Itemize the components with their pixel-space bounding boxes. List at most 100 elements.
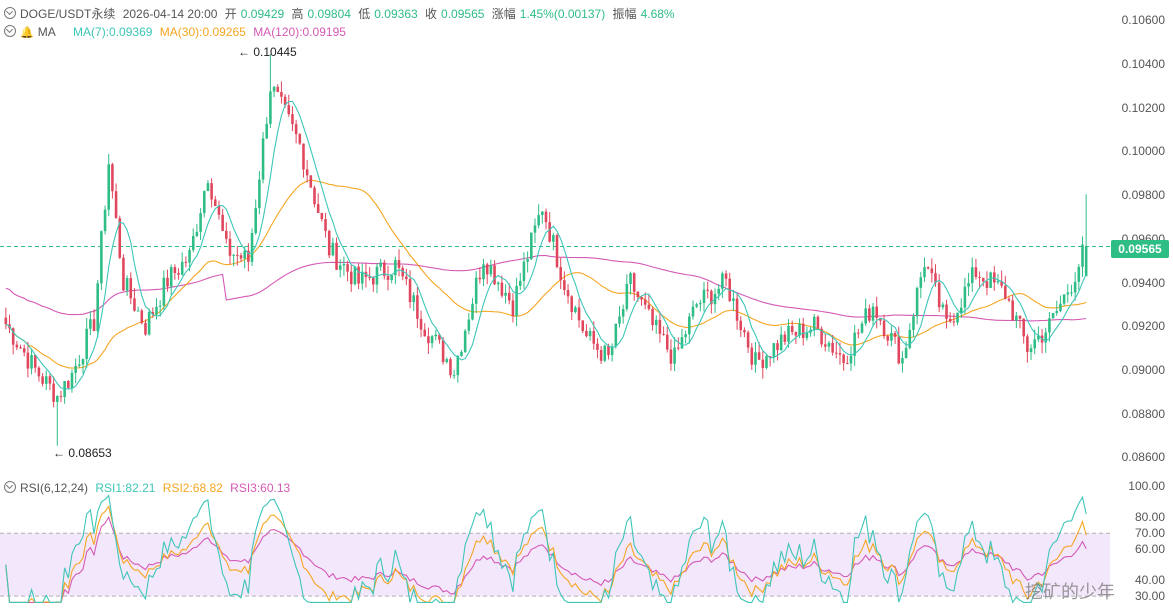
candle-body <box>717 288 720 294</box>
candle-body <box>754 352 757 365</box>
candle-body <box>816 316 820 329</box>
candle-body <box>746 332 750 348</box>
open-label: 开 <box>224 7 237 21</box>
candle-body <box>993 272 996 283</box>
candle-body <box>522 261 526 281</box>
candle-body <box>353 266 357 285</box>
candle-body <box>831 342 834 353</box>
candle-body <box>757 352 761 360</box>
candle-body <box>530 232 533 260</box>
candle-body <box>563 280 566 291</box>
candle-body <box>798 323 801 336</box>
candle-body <box>44 376 48 384</box>
candle-body <box>26 352 30 369</box>
candle-body <box>555 235 559 268</box>
open-value: 0.09429 <box>240 7 285 21</box>
candle-body <box>100 231 103 284</box>
rsi-tick-label: 60.00 <box>1134 541 1165 556</box>
candle-body <box>460 351 463 356</box>
candle-body <box>526 259 529 262</box>
price-tick-label: 0.10600 <box>1121 13 1165 28</box>
candle-body <box>768 356 772 358</box>
chevron-toggle-icon[interactable] <box>4 7 16 19</box>
candle-body <box>368 276 371 279</box>
candle-body <box>684 334 687 338</box>
candle-body <box>603 345 607 361</box>
candle-body <box>1044 332 1048 343</box>
candle-body <box>1066 292 1070 295</box>
candle-body <box>665 334 669 350</box>
candle-body <box>978 276 981 278</box>
candle-body <box>618 316 621 324</box>
ma30-value: MA(30):0.09265 <box>159 25 246 39</box>
chevron-toggle-icon[interactable] <box>4 481 16 493</box>
candle-body <box>948 318 952 322</box>
candle-body <box>640 297 643 300</box>
candle-body <box>776 343 779 351</box>
price-tick-label: 0.08800 <box>1121 406 1165 421</box>
candle-body <box>636 291 640 298</box>
candle-body <box>236 254 239 256</box>
candle-body <box>1022 318 1025 337</box>
candle-body <box>449 359 452 376</box>
candle-body <box>114 191 118 219</box>
candle-body <box>812 316 816 330</box>
candle-body <box>937 282 941 308</box>
candle-body <box>1051 313 1055 319</box>
candle-body <box>346 264 349 272</box>
candle-body <box>199 213 202 232</box>
rsi-header: RSI(6,12,24) RSI1:82.21 RSI2:68.82 RSI3:… <box>4 480 294 495</box>
candle-body <box>842 354 845 364</box>
candle-body <box>188 250 191 263</box>
low-value: 0.09363 <box>374 7 418 21</box>
candle-body <box>1077 266 1081 282</box>
candle-body <box>970 267 974 284</box>
candle-body <box>794 332 798 336</box>
chevron-toggle-icon[interactable] <box>4 25 16 37</box>
ma7-line <box>5 100 1087 390</box>
candle-body <box>919 277 923 288</box>
ma7-value: MA(7):0.09369 <box>73 25 153 39</box>
candle-body <box>956 312 959 323</box>
candle-body <box>118 218 122 258</box>
candle-body <box>959 307 963 313</box>
candle-body <box>177 273 180 275</box>
candle-body <box>1029 348 1033 353</box>
candle-body <box>243 250 246 259</box>
candle-body <box>463 330 467 352</box>
candle-body <box>621 308 625 317</box>
ma120-value: MA(120):0.09195 <box>253 25 346 39</box>
candle-body <box>721 273 724 289</box>
candle-body <box>496 282 500 285</box>
candle-body <box>419 318 423 330</box>
low-annotation-value: 0.08653 <box>68 446 112 460</box>
amplitude-value: 4.68% <box>640 7 675 21</box>
candle-body <box>537 214 540 226</box>
candle-body <box>515 285 518 317</box>
candle-body <box>699 302 702 305</box>
candle-body <box>967 283 970 287</box>
candle-body <box>111 164 114 192</box>
candle-body <box>790 325 794 333</box>
last-price-tag: 0.09565 <box>1111 240 1169 258</box>
amplitude-label: 振幅 <box>612 7 637 21</box>
candle-body <box>588 330 592 337</box>
bell-icon[interactable]: 🔔 <box>20 27 34 39</box>
candle-body <box>166 277 169 287</box>
candle-body <box>823 344 827 347</box>
candle-body <box>140 310 144 323</box>
price-tick-label: 0.08600 <box>1121 450 1165 465</box>
close-value: 0.09565 <box>441 7 485 21</box>
candle-body <box>1026 336 1029 353</box>
candle-body <box>30 355 33 369</box>
candle-body <box>434 334 438 337</box>
candle-body <box>989 272 992 288</box>
candle-body <box>835 352 838 354</box>
candle-body <box>4 317 8 325</box>
candle-body <box>570 296 574 313</box>
candle-body <box>372 278 375 285</box>
candle-body <box>926 267 930 269</box>
candle-body <box>941 304 945 308</box>
change-value: 1.45%(0.00137) <box>519 7 606 21</box>
